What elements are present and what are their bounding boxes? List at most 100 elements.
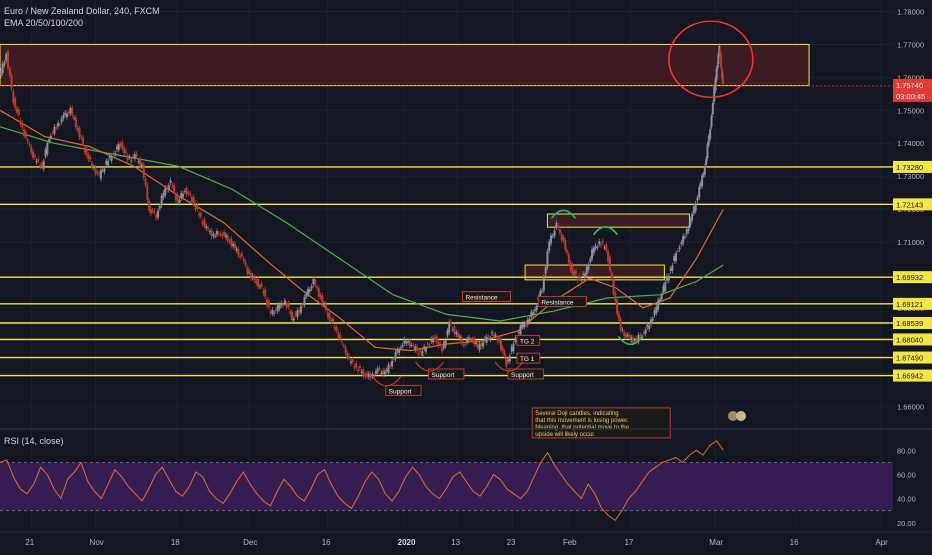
candle-body — [710, 116, 713, 128]
candle-body — [1, 63, 4, 74]
candle-body — [675, 253, 678, 261]
candle-body — [0, 70, 2, 76]
candle-body — [548, 241, 551, 251]
candle-body — [112, 152, 115, 155]
candle-body — [126, 155, 129, 161]
time-tick-label: Apr — [875, 538, 888, 547]
supply-zone — [546, 213, 690, 228]
candle-body — [355, 363, 358, 368]
candle-body — [101, 169, 104, 171]
rsi-tick-label: 80.00 — [897, 446, 916, 455]
candle-body — [185, 188, 188, 195]
candle-body — [507, 359, 510, 362]
candle-body — [15, 108, 18, 113]
candle-body — [157, 210, 160, 218]
candle-body — [549, 235, 552, 244]
candle-body — [183, 190, 186, 192]
candle-body — [230, 238, 233, 246]
candle-body — [294, 313, 297, 315]
candle-body — [467, 337, 470, 341]
candle-body — [380, 372, 383, 374]
candle-body — [349, 361, 352, 364]
candle-body — [330, 319, 333, 322]
pattern-bracket-arc — [550, 209, 577, 219]
candle-body — [685, 229, 688, 235]
candle-body — [130, 160, 133, 162]
candle-body — [196, 205, 199, 210]
candle-body — [92, 167, 95, 169]
candle-body — [524, 322, 527, 326]
candle-body — [566, 250, 569, 253]
candle-body — [235, 248, 238, 251]
candle-body — [683, 236, 686, 238]
candle-body — [17, 109, 20, 116]
candle-body — [344, 347, 347, 354]
candle-body — [399, 347, 402, 349]
candle-body — [260, 284, 263, 287]
candle-body — [703, 166, 706, 175]
candle-body — [305, 293, 308, 297]
price-tick-label: 1.66000 — [897, 403, 924, 412]
rsi-line — [0, 440, 724, 521]
candle-body — [401, 345, 404, 347]
level-price-label: 1.66942 — [896, 372, 923, 381]
candle-body — [453, 326, 456, 335]
candle-body — [80, 137, 83, 139]
candle-body — [374, 371, 377, 374]
candle-body — [212, 234, 215, 236]
candle-body — [535, 305, 538, 311]
candle-body — [717, 54, 720, 64]
candle-body — [476, 343, 479, 348]
candle-body — [194, 205, 197, 210]
candle-body — [667, 275, 670, 281]
candle-body — [24, 131, 27, 138]
candle-body — [360, 371, 363, 373]
time-tick-label: 18 — [171, 538, 180, 547]
candle-body — [373, 375, 376, 377]
candle-body — [435, 336, 438, 343]
candle-body — [394, 351, 397, 360]
candle-body — [67, 112, 70, 115]
candle-body — [419, 350, 422, 352]
candle-body — [544, 267, 547, 274]
annotation-label-box — [428, 368, 465, 380]
candle-body — [398, 349, 401, 354]
support-arc — [494, 361, 524, 372]
annotation-label-box — [461, 291, 511, 303]
candle-body — [369, 374, 372, 379]
candle-body — [244, 262, 247, 266]
price-tick-label: 1.76000 — [897, 73, 924, 82]
candle-body — [276, 305, 279, 312]
candle-body — [182, 193, 185, 198]
support-arc — [415, 361, 445, 372]
candle-body — [598, 241, 601, 245]
candle-body — [405, 341, 408, 344]
candle-body — [203, 219, 206, 227]
candle-body — [676, 250, 679, 252]
supply-zone — [0, 43, 810, 87]
candle-body — [623, 332, 626, 336]
pattern-bracket-arc — [617, 335, 644, 346]
candle-body — [71, 107, 74, 116]
candle-body — [173, 185, 176, 192]
candle-body — [178, 200, 181, 204]
candle-body — [339, 334, 342, 339]
candle-body — [571, 265, 574, 274]
candle-body — [539, 291, 542, 300]
candle-body — [103, 168, 106, 172]
candle-body — [669, 268, 672, 272]
candle-body — [414, 346, 417, 350]
candle-body — [458, 336, 461, 339]
candle-body — [98, 173, 101, 175]
candle-body — [87, 154, 90, 160]
candle-body — [596, 247, 599, 249]
candle-body — [158, 206, 161, 209]
candle-body — [692, 206, 695, 214]
candle-body — [3, 62, 6, 65]
candle-body — [592, 247, 595, 254]
candle-body — [485, 336, 488, 343]
time-tick-label: Nov — [90, 538, 104, 547]
candle-body — [512, 344, 515, 352]
